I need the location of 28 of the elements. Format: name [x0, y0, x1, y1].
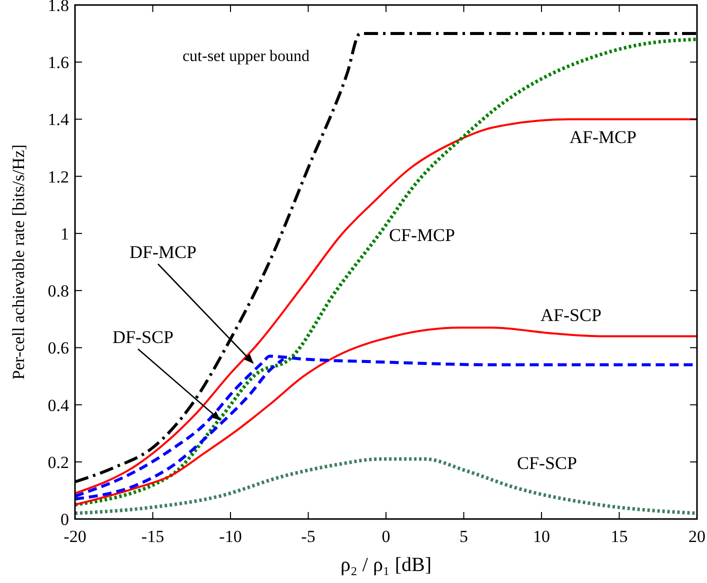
- y-tick-label: 1.4: [48, 110, 70, 130]
- x-tick-label: -5: [301, 527, 316, 546]
- y-axis-title: Per-cell achievable rate [bits/s/Hz]: [9, 144, 28, 380]
- text: DF-SCP: [112, 327, 174, 347]
- series-label: CF-SCP: [516, 453, 578, 473]
- x-tick-label: 15: [610, 527, 628, 546]
- series-label: AF-MCP: [569, 127, 637, 147]
- text: cut-set upper bound: [182, 48, 310, 65]
- x-tick-label: -10: [219, 527, 242, 546]
- series-label: AF-SCP: [540, 305, 602, 325]
- x-axis-title: ρ₂ / ρ₁ [dB]: [340, 554, 432, 576]
- x-tick-label: 20: [688, 527, 706, 546]
- x-tick-label: -20: [64, 527, 86, 546]
- y-tick-label: 1.2: [48, 167, 69, 186]
- y-tick-label: 1.8: [48, 0, 69, 15]
- x-tick-label: -15: [141, 527, 164, 546]
- y-tick-label: 1.6: [48, 53, 69, 72]
- x-tick-label: 10: [533, 527, 550, 546]
- y-tick-label: 0.2: [48, 452, 69, 472]
- y-tick-label: 0: [60, 510, 69, 529]
- y-tick-label: 0.4: [48, 396, 70, 415]
- x-tick-label: 5: [460, 527, 468, 546]
- y-tick-label: 0.6: [48, 338, 69, 358]
- series-label: CF-MCP: [388, 225, 456, 245]
- text: DF-MCP: [129, 242, 197, 262]
- y-tick-label: 0.8: [48, 282, 69, 301]
- y-tick-label: 1: [60, 224, 69, 244]
- x-tick-label: 0: [382, 527, 390, 546]
